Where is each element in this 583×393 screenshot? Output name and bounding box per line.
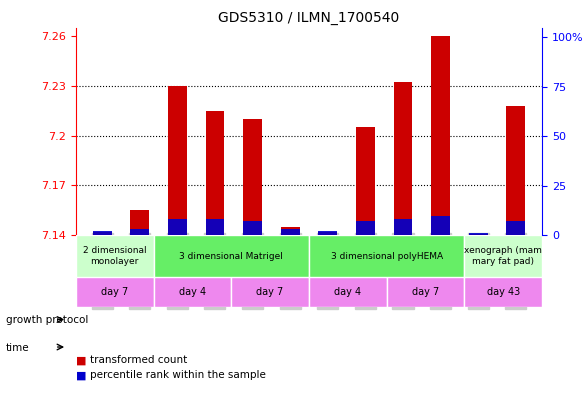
Bar (131, 210, 149, 235)
Bar (318, 231, 337, 235)
Bar (76, 235, 153, 277)
Bar (281, 230, 300, 235)
Bar (93, 231, 111, 235)
Bar (131, 230, 149, 235)
Text: percentile rank within the sample: percentile rank within the sample (90, 370, 266, 380)
Text: day 7: day 7 (412, 287, 439, 297)
Bar (243, 119, 262, 235)
Text: day 7: day 7 (101, 287, 128, 297)
Bar (431, 36, 450, 235)
Bar (206, 219, 224, 235)
Bar (469, 233, 487, 235)
Bar (206, 110, 224, 235)
Text: 2 dimensional
monolayer: 2 dimensional monolayer (83, 246, 146, 266)
Bar (507, 106, 525, 235)
Text: ■: ■ (76, 370, 86, 380)
Bar (281, 227, 300, 235)
Bar (153, 277, 231, 307)
Text: day 43: day 43 (487, 287, 520, 297)
Text: day 4: day 4 (334, 287, 361, 297)
Text: 3 dimensional Matrigel: 3 dimensional Matrigel (180, 252, 283, 261)
Title: GDS5310 / ILMN_1700540: GDS5310 / ILMN_1700540 (219, 11, 399, 25)
Bar (394, 219, 412, 235)
Bar (93, 232, 111, 235)
Bar (309, 235, 465, 277)
Bar (465, 235, 542, 277)
Bar (387, 277, 465, 307)
Bar (356, 221, 375, 235)
Bar (465, 277, 542, 307)
Text: xenograph (mam
mary fat pad): xenograph (mam mary fat pad) (465, 246, 542, 266)
Bar (153, 235, 309, 277)
Text: transformed count: transformed count (90, 355, 188, 365)
Text: ■: ■ (76, 355, 86, 365)
Bar (243, 221, 262, 235)
Text: 3 dimensional polyHEMA: 3 dimensional polyHEMA (331, 252, 442, 261)
Bar (431, 215, 450, 235)
Bar (76, 277, 153, 307)
Bar (394, 83, 412, 235)
Text: day 7: day 7 (257, 287, 284, 297)
Text: day 4: day 4 (179, 287, 206, 297)
Bar (318, 232, 337, 235)
Bar (469, 233, 487, 235)
Bar (309, 277, 387, 307)
Bar (168, 86, 187, 235)
Text: growth protocol: growth protocol (6, 315, 88, 325)
Text: time: time (6, 343, 30, 353)
Bar (507, 221, 525, 235)
Bar (231, 277, 309, 307)
Bar (356, 127, 375, 235)
Bar (168, 219, 187, 235)
